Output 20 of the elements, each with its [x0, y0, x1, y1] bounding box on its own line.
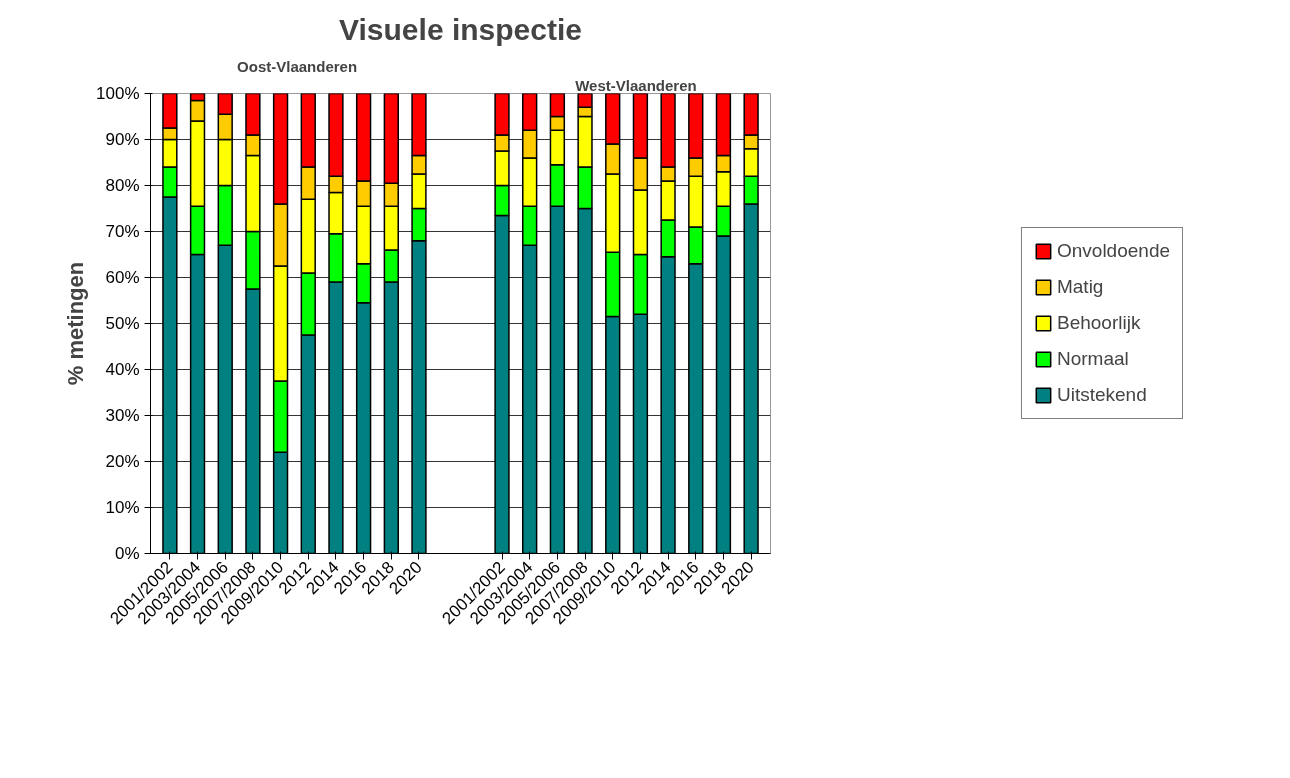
- y-tick-label: 90%: [105, 130, 140, 149]
- legend-label: Behoorlijk: [1056, 312, 1141, 334]
- y-tick-label: 80%: [105, 176, 140, 195]
- y-tick-label: 0%: [114, 544, 140, 563]
- legend-label: Matig: [1056, 276, 1104, 298]
- text: Oost-Vlaanderen: [237, 57, 358, 75]
- y-tick-label: 60%: [105, 268, 140, 287]
- legend-label: Onvoldoende: [1056, 240, 1171, 262]
- y-tick-label: 30%: [105, 406, 140, 425]
- y-tick-label: 20%: [105, 452, 140, 471]
- legend-label: Normaal: [1056, 348, 1129, 370]
- legend-label: Uitstekend: [1056, 384, 1147, 406]
- chart-title: Visuele inspectie: [339, 12, 582, 46]
- y-tick-label: 100%: [96, 84, 140, 103]
- y-tick-label: 50%: [105, 314, 140, 333]
- y-tick-label: 40%: [105, 360, 140, 379]
- text: West-Vlaanderen: [575, 76, 697, 94]
- y-axis-title: % metingen: [63, 261, 89, 386]
- y-tick-label: 10%: [105, 498, 140, 517]
- y-tick-label: 70%: [105, 222, 140, 241]
